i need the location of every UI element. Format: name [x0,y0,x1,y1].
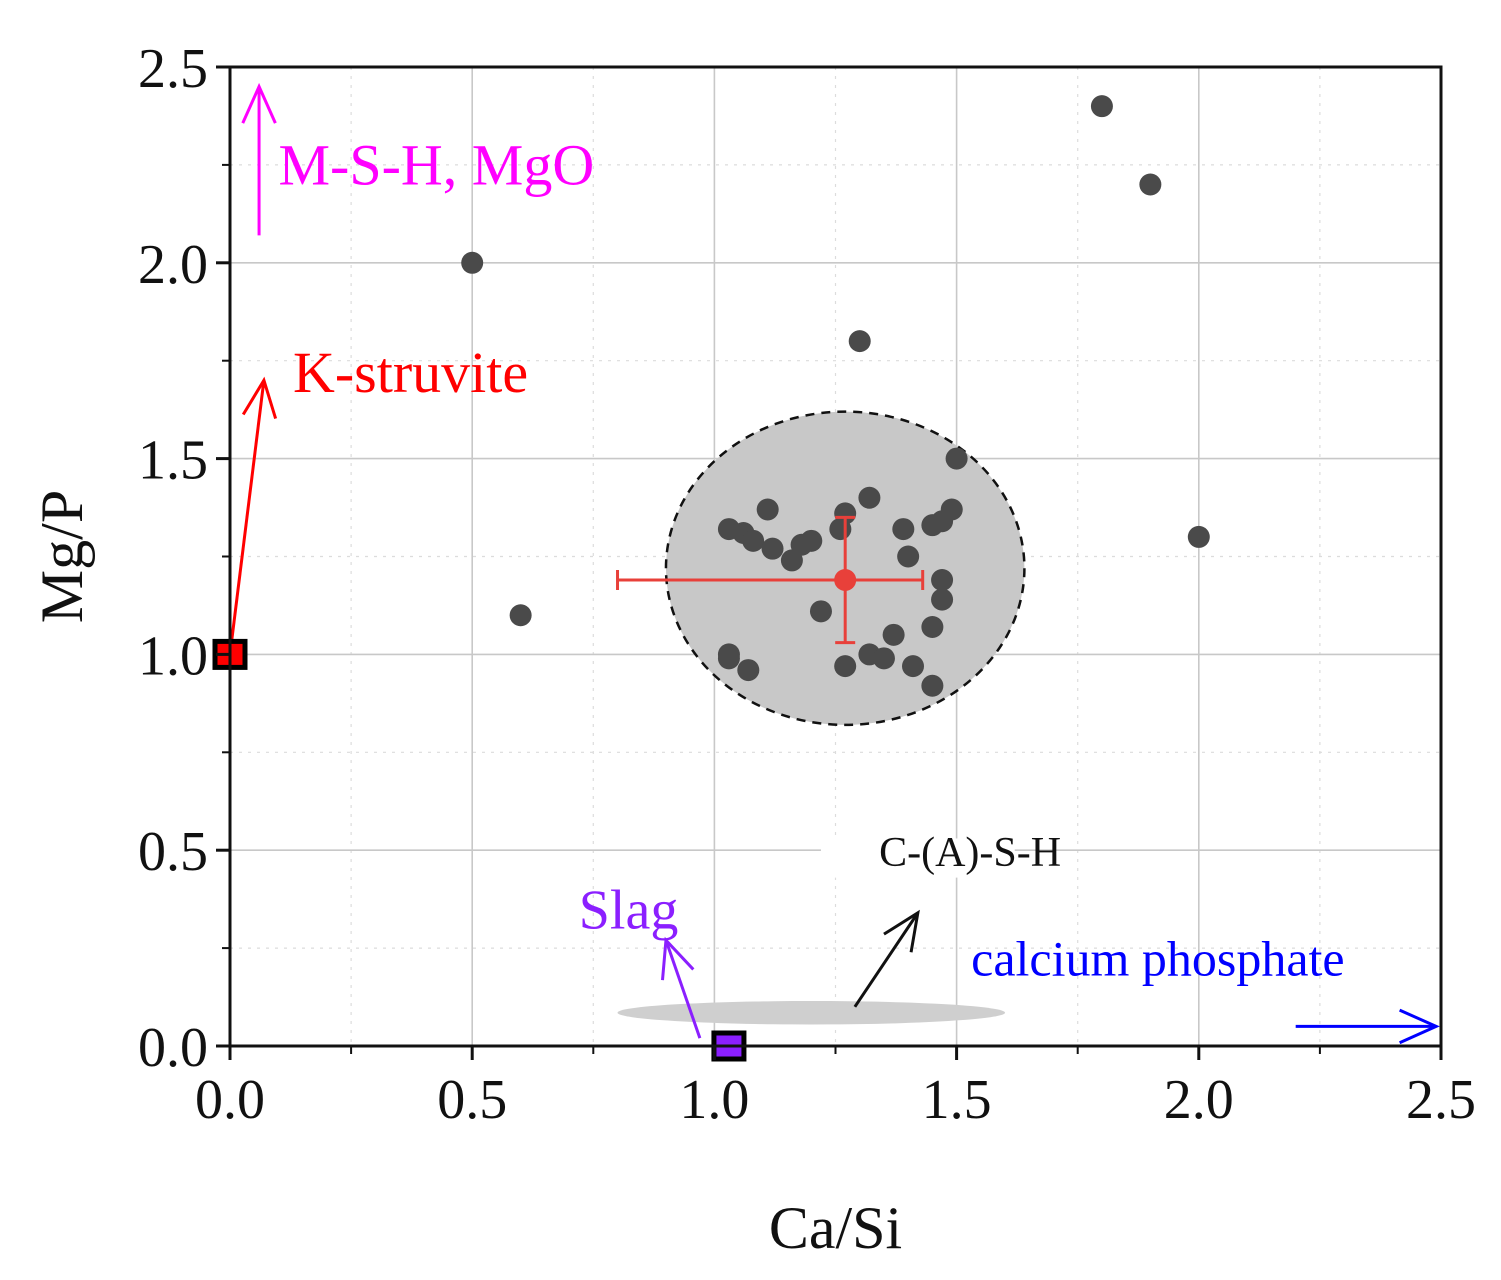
slag-arrow-head [661,936,695,981]
data-point [829,518,852,541]
x-tick-label: 0.5 [437,1069,507,1131]
data-point [761,537,784,560]
data-point [1139,173,1162,196]
shaded-regions [617,410,1026,1025]
calcium-phosphate-label: calcium phosphate [971,931,1345,987]
data-point [809,600,832,623]
data-point [858,486,881,509]
x-tick-label: 0.0 [195,1069,265,1131]
m-s-h-mgo-arrow-head [241,82,277,124]
x-tick-label: 2.0 [1164,1069,1234,1131]
data-point [921,674,944,697]
mean-point [834,568,857,591]
data-point [872,647,895,670]
data-point [717,647,740,670]
data-point [509,604,532,627]
data-point [848,330,871,353]
c-a-s-h-arrow-head [883,909,920,953]
data-point [882,623,905,646]
y-tick-label: 0.0 [138,1017,208,1079]
data-point [834,655,857,678]
annotations: M-S-H, MgO K-struvite Slag C-(A)-S-H calcium… [228,82,1440,1045]
y-axis-title: Mg/P [29,490,95,623]
k-struvite-arrow-line [228,380,266,655]
data-point [931,588,954,611]
y-tick-label: 1.0 [138,625,208,687]
y-tick-label: 1.5 [138,430,208,492]
data-points [461,95,1210,697]
x-axis-title: Ca/Si [769,1195,902,1261]
c-a-s-h-arrow-line [853,912,920,1008]
slag-arrow-line [664,939,702,1039]
calcium-phosphate-arrow-head [1399,1008,1440,1045]
y-tick-label: 2.5 [138,38,208,100]
data-point [945,447,968,470]
mean-with-error-bars [616,515,925,645]
c-a-s-h-region [617,1000,1006,1025]
label-mask [820,838,1015,878]
k-struvite-label: K-struvite [293,340,528,405]
x-tick-label: 1.0 [679,1069,749,1131]
data-point [1090,95,1113,118]
data-point [892,518,915,541]
k-struvite-arrow-head [241,376,278,419]
y-tick-label: 2.0 [138,234,208,296]
data-point [800,529,823,552]
data-point [756,498,779,521]
x-tick-label: 2.5 [1406,1069,1476,1131]
data-point [921,615,944,638]
data-point [931,568,954,591]
data-point [461,251,484,274]
slag-label: Slag [579,880,679,942]
x-tick-label: 1.5 [922,1069,992,1131]
data-point [897,545,920,568]
data-point [1187,525,1210,548]
data-point [921,514,944,537]
y-tick-label: 0.5 [138,821,208,883]
m-s-h-mgo-label: M-S-H, MgO [278,132,594,197]
data-point [737,659,760,682]
data-point [902,655,925,678]
data-point [742,529,765,552]
axis-ticks: 0.0 0.5 1.0 1.5 2.0 2.5 0.0 0.5 1.0 1.5 2.0 2.5 [138,38,1476,1131]
c-a-s-h-label: C-(A)-S-H [879,830,1061,876]
